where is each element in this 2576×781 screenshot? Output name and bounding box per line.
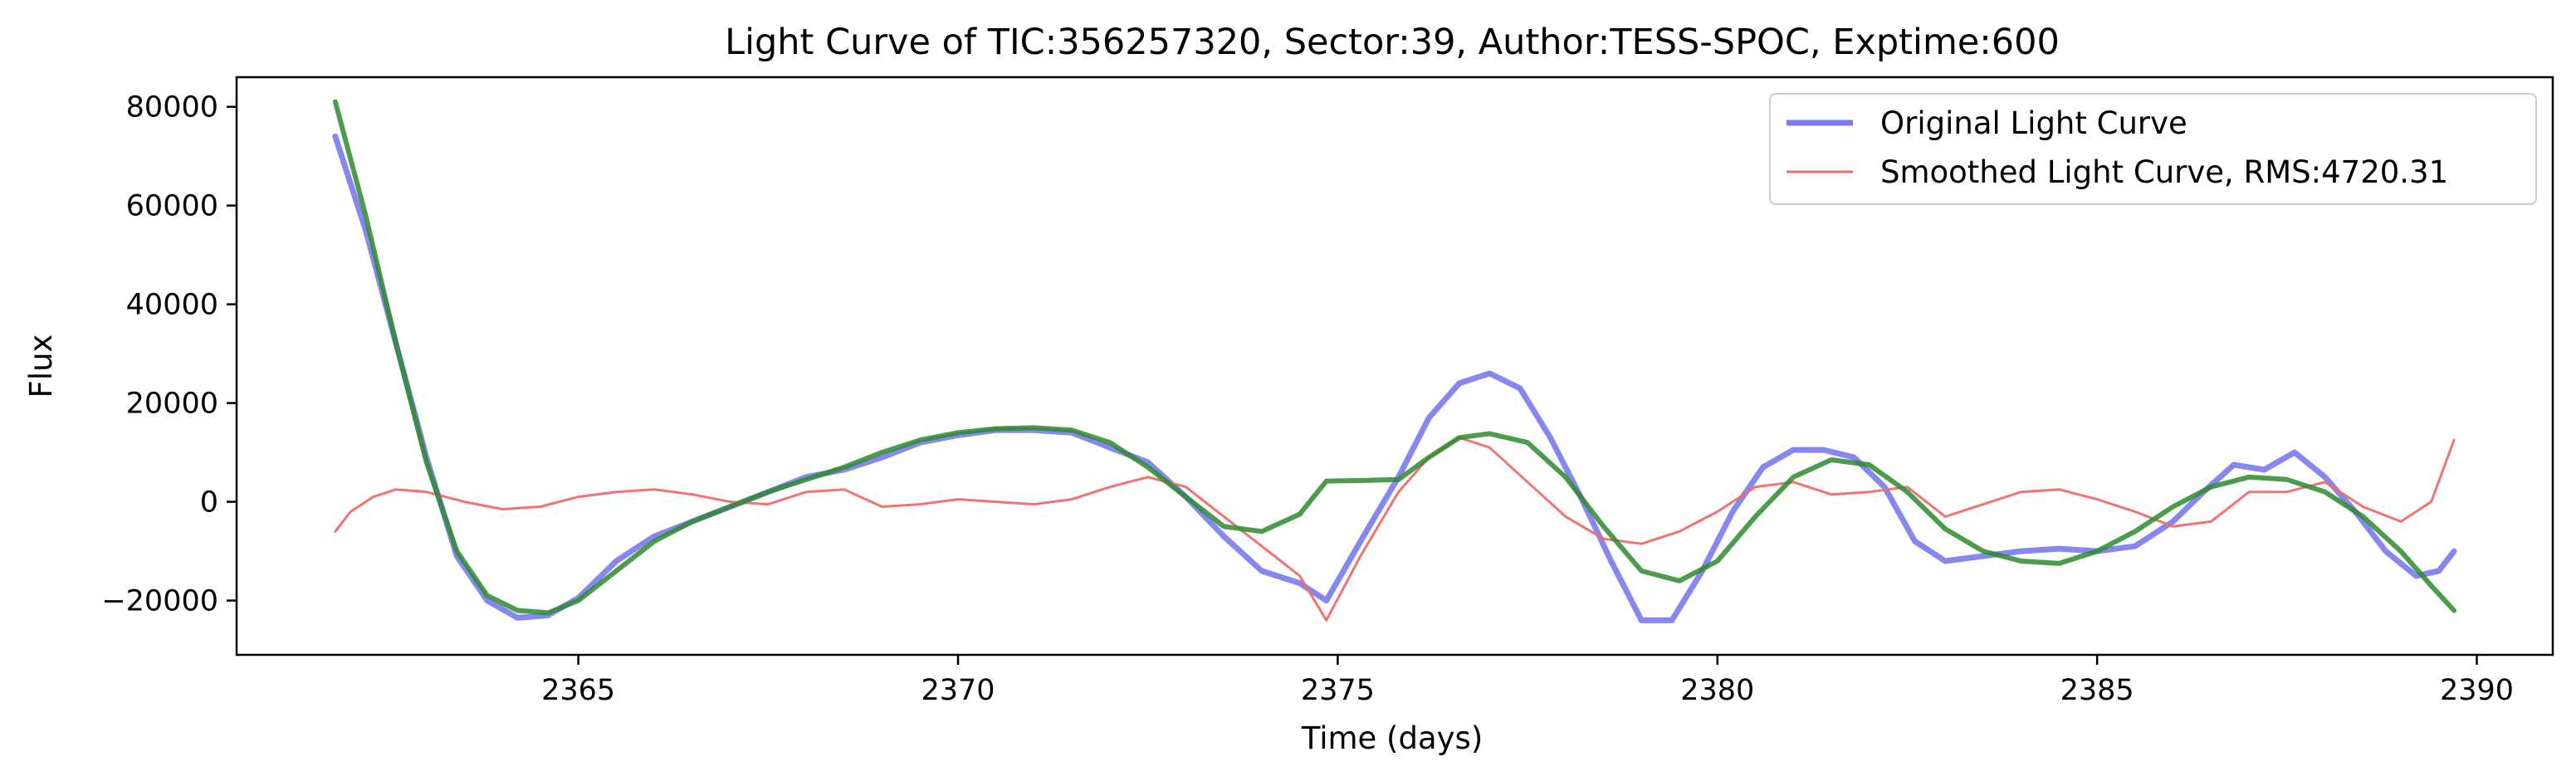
legend-label-original: Original Light Curve [1880, 105, 2187, 141]
x-tick-label: 2390 [2440, 674, 2514, 707]
series-line-fit [332, 99, 2457, 616]
x-tick-label: 2380 [1680, 674, 1754, 707]
legend-label-smoothed: Smoothed Light Curve, RMS:4720.31 [1880, 154, 2448, 190]
x-tick-label: 2385 [2060, 674, 2134, 707]
x-tick-label: 2370 [921, 674, 995, 707]
y-tick-label: 60000 [126, 190, 218, 223]
legend-box [1769, 93, 2537, 205]
y-tick-label: 0 [200, 486, 218, 520]
series-layer [332, 99, 2457, 623]
x-tick-label: 2375 [1301, 674, 1375, 707]
y-tick-label: 80000 [126, 91, 218, 124]
x-axis-ticks: 2365 2370 2375 2380 2385 2390 [541, 655, 2514, 707]
x-tick-label: 2365 [541, 674, 615, 707]
y-axis-label: Flux [23, 334, 59, 398]
chart-title: Light Curve of TIC:356257320, Sector:39,… [725, 22, 2060, 63]
y-tick-label: 40000 [126, 289, 218, 322]
legend: Original Light Curve Smoothed Light Curv… [1769, 93, 2537, 205]
axes-frame [235, 76, 2554, 657]
plot-area [235, 76, 2554, 657]
x-axis-label: Time (days) [1301, 720, 1484, 756]
series-line-smoothed [334, 436, 2456, 622]
y-tick-label: 20000 [126, 388, 218, 421]
y-axis-ticks: −20000 0 20000 40000 60000 80000 [101, 91, 237, 618]
y-tick-label: −20000 [101, 585, 218, 618]
